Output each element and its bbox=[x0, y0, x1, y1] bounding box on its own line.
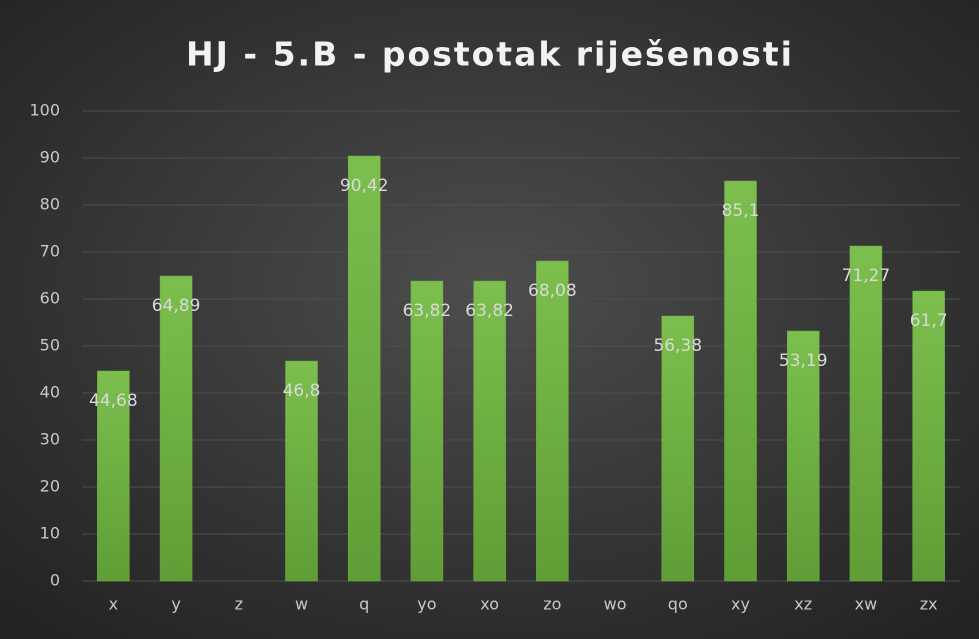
bar bbox=[285, 360, 318, 582]
bar bbox=[159, 275, 193, 582]
bar bbox=[97, 370, 130, 582]
x-tick-label: x bbox=[109, 595, 118, 614]
bar bbox=[724, 180, 757, 582]
data-label: 44,68 bbox=[89, 391, 138, 411]
x-tick-label: xy bbox=[731, 595, 750, 614]
x-tick-label: yo bbox=[417, 595, 436, 614]
data-label: 53,19 bbox=[779, 351, 828, 371]
x-tick-label: wo bbox=[604, 595, 627, 614]
bar bbox=[661, 315, 695, 582]
y-tick-label: 20 bbox=[40, 477, 60, 496]
data-label: 64,89 bbox=[152, 296, 201, 316]
y-tick-label: 40 bbox=[40, 383, 60, 402]
x-tick-label: xw bbox=[855, 595, 878, 614]
y-tick-label: 10 bbox=[40, 524, 60, 543]
data-label: 63,82 bbox=[465, 301, 514, 321]
bar bbox=[912, 290, 945, 582]
data-label: 61,7 bbox=[910, 311, 948, 331]
x-tick-label: qo bbox=[668, 595, 688, 614]
bar bbox=[536, 260, 569, 582]
y-tick-label: 70 bbox=[40, 242, 60, 261]
data-label: 56,38 bbox=[653, 336, 702, 356]
x-tick-label: xo bbox=[480, 595, 499, 614]
data-label: 46,8 bbox=[283, 381, 321, 401]
x-tick-label: w bbox=[295, 595, 308, 614]
x-tick-label: xz bbox=[794, 595, 812, 614]
y-tick-label: 50 bbox=[40, 336, 60, 355]
y-tick-label: 100 bbox=[29, 101, 60, 120]
x-tick-label: zx bbox=[920, 595, 938, 614]
bar bbox=[849, 245, 883, 582]
y-tick-label: 0 bbox=[50, 571, 60, 590]
x-tick-label: q bbox=[359, 595, 369, 614]
data-label: 63,82 bbox=[403, 301, 452, 321]
data-label: 90,42 bbox=[340, 176, 389, 196]
x-tick-label: y bbox=[171, 595, 180, 614]
data-label: 68,08 bbox=[528, 281, 577, 301]
y-tick-label: 60 bbox=[40, 289, 60, 308]
data-label: 71,27 bbox=[842, 266, 891, 286]
y-tick-label: 80 bbox=[40, 195, 60, 214]
chart-title: HJ - 5.B - postotak riješenosti bbox=[186, 35, 794, 74]
data-label: 85,1 bbox=[722, 201, 760, 221]
y-tick-label: 90 bbox=[40, 148, 60, 167]
y-tick-label: 30 bbox=[40, 430, 60, 449]
bar bbox=[410, 280, 444, 582]
bar bbox=[473, 280, 506, 582]
bar bbox=[786, 330, 820, 582]
x-tick-label: zo bbox=[543, 595, 561, 614]
bar bbox=[347, 155, 381, 582]
x-tick-label: z bbox=[235, 595, 243, 614]
